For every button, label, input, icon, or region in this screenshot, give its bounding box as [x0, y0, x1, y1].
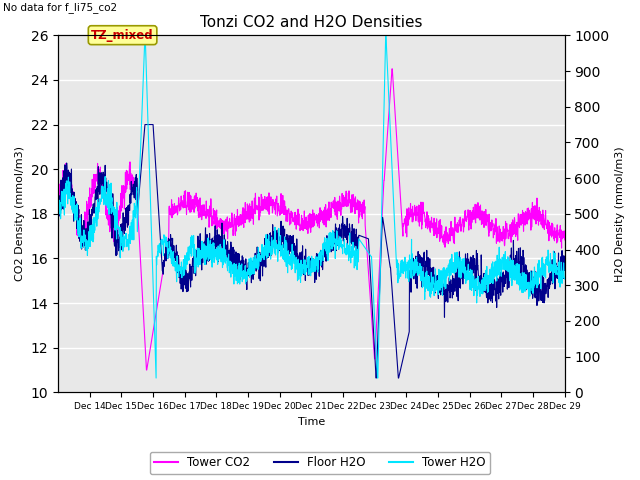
Y-axis label: H2O Density (mmol/m3): H2O Density (mmol/m3) [615, 146, 625, 282]
X-axis label: Time: Time [298, 417, 325, 427]
Y-axis label: CO2 Density (mmol/m3): CO2 Density (mmol/m3) [15, 146, 25, 281]
Title: Tonzi CO2 and H2O Densities: Tonzi CO2 and H2O Densities [200, 15, 422, 30]
Text: TZ_mixed: TZ_mixed [92, 29, 154, 42]
Text: No data for f_li75_co2: No data for f_li75_co2 [3, 2, 117, 13]
Legend: Tower CO2, Floor H2O, Tower H2O: Tower CO2, Floor H2O, Tower H2O [150, 452, 490, 474]
